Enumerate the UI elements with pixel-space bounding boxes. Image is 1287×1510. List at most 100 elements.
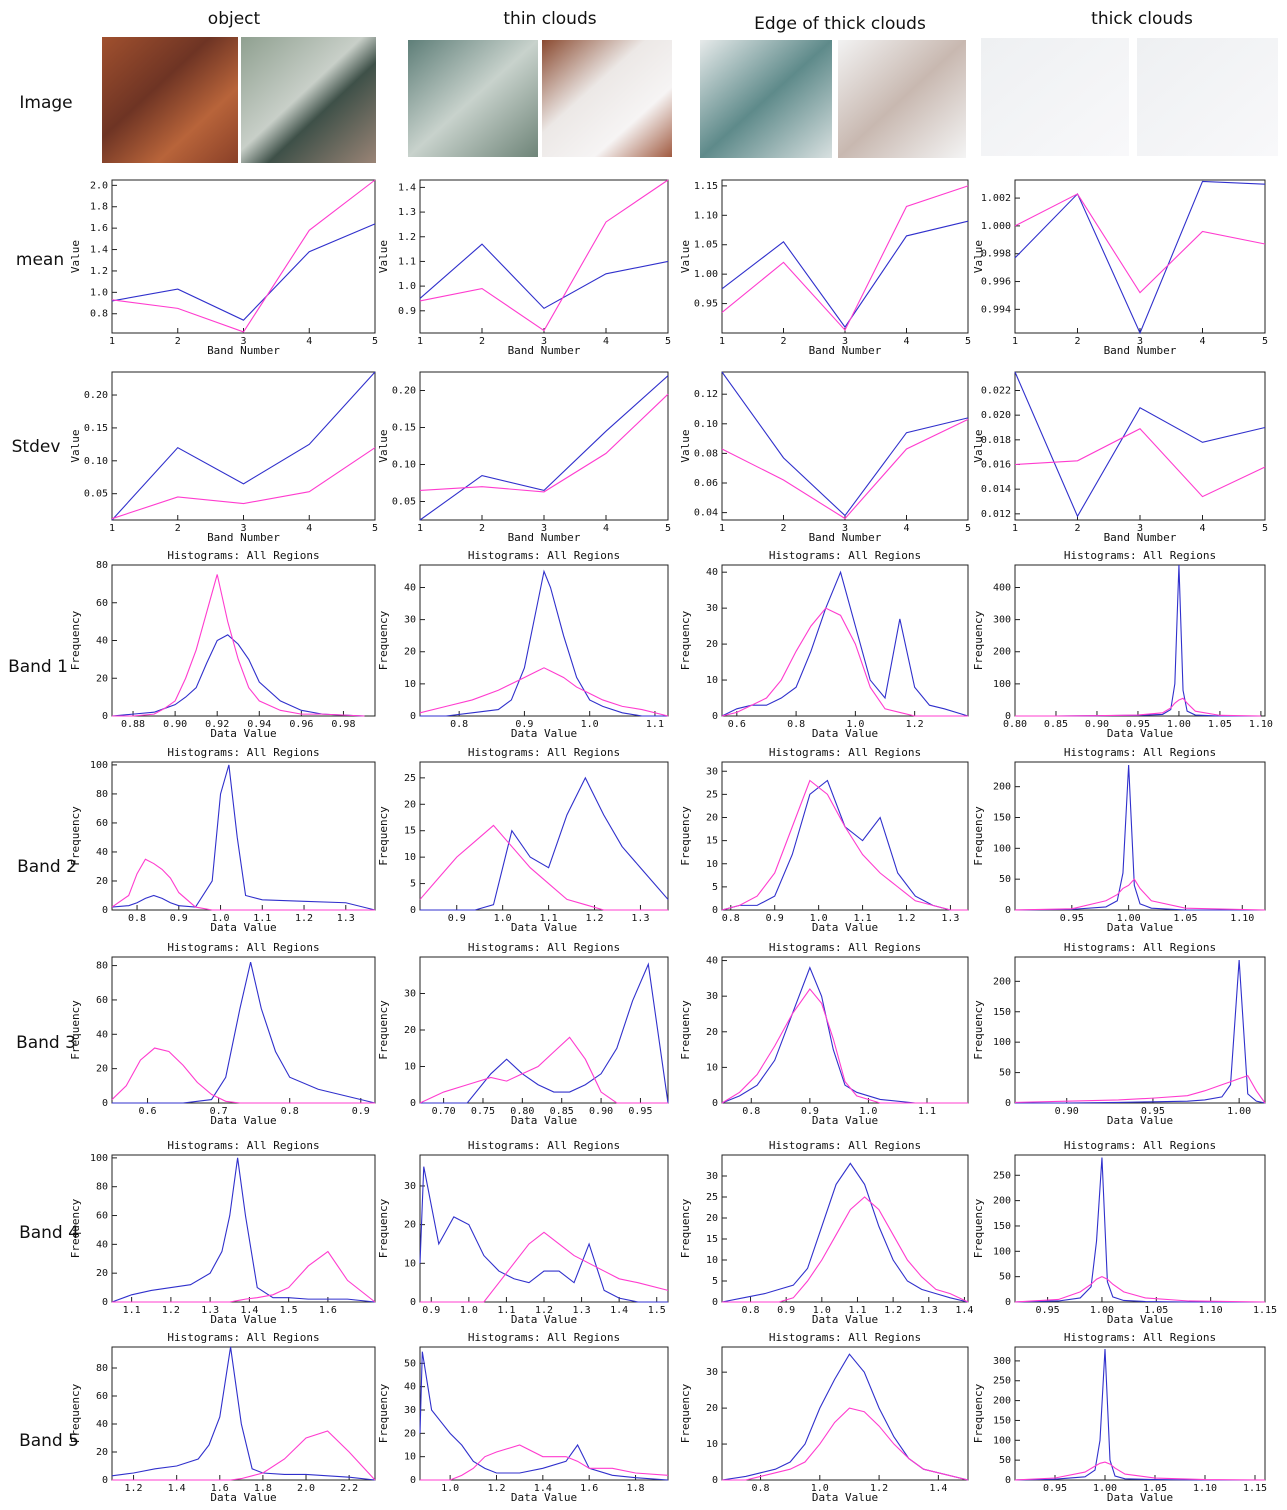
y-tick-label: 0 (410, 905, 416, 916)
y-tick-label: 1.4 (398, 182, 416, 193)
y-tick-label: 50 (999, 1272, 1011, 1283)
x-tick-label: 1.0 (846, 719, 864, 730)
chart-title: Histograms: All Regions (1064, 941, 1216, 954)
series-line (1014, 1157, 1265, 1303)
x-axis-label: Band Number (809, 344, 882, 357)
x-tick-label: 0.80 (510, 1106, 534, 1117)
image (542, 40, 672, 157)
x-tick-label: 0.70 (432, 1106, 456, 1117)
x-axis-label: Band Number (809, 531, 882, 544)
y-tick-label: 0 (1005, 1475, 1011, 1486)
x-tick-label: 1.3 (337, 913, 355, 924)
y-tick-label: 60 (96, 1391, 108, 1402)
x-tick-label: 0.90 (1085, 719, 1109, 730)
y-tick-label: 100 (993, 1246, 1011, 1257)
y-tick-label: 80 (96, 560, 108, 571)
series-line (111, 447, 376, 520)
series-line (419, 1166, 668, 1303)
series-line (419, 1036, 668, 1104)
y-axis-label: Frequency (972, 610, 985, 670)
x-tick-label: 0.9 (448, 913, 466, 924)
series-line (721, 607, 968, 717)
y-tick-label: 30 (706, 1367, 718, 1378)
plot-frame (111, 1154, 376, 1303)
x-tick-label: 1.10 (1230, 913, 1254, 924)
plot-frame (419, 564, 669, 717)
y-tick-label: 20 (96, 1064, 108, 1075)
chart-title: Histograms: All Regions (167, 941, 319, 954)
x-tick-label: 5 (372, 336, 378, 347)
series-line (111, 858, 375, 911)
chart-title: Histograms: All Regions (1064, 1331, 1216, 1344)
x-tick-label: 0.9 (515, 719, 533, 730)
x-tick-label: 0.9 (170, 913, 188, 924)
x-axis-label: Data Value (812, 1114, 878, 1127)
x-tick-label: 1.00 (1167, 719, 1191, 730)
y-axis-label: Value (69, 429, 82, 462)
y-tick-label: 0.020 (981, 410, 1011, 421)
y-tick-label: 10 (404, 1258, 416, 1269)
y-tick-label: 0.016 (981, 460, 1011, 471)
x-tick-label: 1.05 (1143, 1483, 1167, 1494)
y-tick-label: 30 (404, 989, 416, 1000)
x-tick-label: 0.8 (751, 1483, 769, 1494)
x-tick-label: 4 (306, 523, 312, 534)
y-tick-label: 0.8 (90, 309, 108, 320)
y-tick-label: 25 (404, 773, 416, 784)
x-tick-label: 4 (306, 336, 312, 347)
series-line (721, 966, 968, 1104)
series-line (721, 570, 969, 717)
series-line (111, 1346, 376, 1481)
x-tick-label: 2 (1074, 336, 1080, 347)
y-tick-label: 20 (96, 1447, 108, 1458)
x-tick-label: 0.75 (471, 1106, 495, 1117)
x-tick-label: 1.2 (295, 913, 313, 924)
series-line (1014, 765, 1265, 911)
x-tick-label: 2 (780, 523, 786, 534)
series-line (721, 185, 969, 332)
plot-frame (111, 761, 376, 911)
chart-title: Histograms: All Regions (1064, 1139, 1216, 1152)
x-tick-label: 5 (1262, 336, 1268, 347)
y-tick-label: 400 (993, 582, 1011, 593)
x-tick-label: 3 (541, 523, 547, 534)
x-tick-label: 1.8 (627, 1483, 645, 1494)
y-tick-label: 30 (706, 766, 718, 777)
series-line (721, 988, 968, 1104)
y-tick-label: 150 (993, 813, 1011, 824)
image (981, 38, 1129, 156)
column-header: object (208, 9, 261, 29)
x-tick-label: 0.95 (1060, 913, 1084, 924)
x-tick-label: 1.1 (854, 913, 872, 924)
y-tick-label: 25 (706, 1192, 718, 1203)
series-line (1014, 180, 1266, 335)
series-line (1014, 1276, 1266, 1303)
y-tick-label: 0.04 (694, 508, 718, 519)
y-axis-label: Value (377, 429, 390, 462)
y-tick-label: 300 (993, 615, 1011, 626)
chart-title: Histograms: All Regions (167, 1331, 319, 1344)
x-tick-label: 1.4 (955, 1305, 973, 1316)
y-tick-label: 20 (706, 1213, 718, 1224)
x-tick-label: 1.4 (168, 1483, 186, 1494)
y-tick-label: 30 (706, 603, 718, 614)
series-line (111, 1047, 375, 1104)
series-line (111, 634, 365, 717)
series-line (721, 418, 969, 520)
y-tick-label: 50 (404, 1358, 416, 1369)
series-line (419, 375, 669, 521)
x-tick-label: 1 (109, 336, 115, 347)
x-tick-label: 0.92 (205, 719, 229, 730)
x-tick-label: 0.8 (722, 913, 740, 924)
y-tick-label: 200 (993, 782, 1011, 793)
chart-title: Histograms: All Regions (1064, 746, 1216, 759)
x-tick-label: 0.94 (247, 719, 271, 730)
x-tick-label: 1.3 (573, 1305, 591, 1316)
y-tick-label: 0.15 (392, 423, 416, 434)
x-tick-label: 1.0 (441, 1483, 459, 1494)
plot-frame (721, 761, 969, 911)
x-tick-label: 1.2 (897, 913, 915, 924)
x-tick-label: 1.0 (460, 1305, 478, 1316)
x-tick-label: 5 (665, 523, 671, 534)
plot-frame (419, 1154, 669, 1303)
